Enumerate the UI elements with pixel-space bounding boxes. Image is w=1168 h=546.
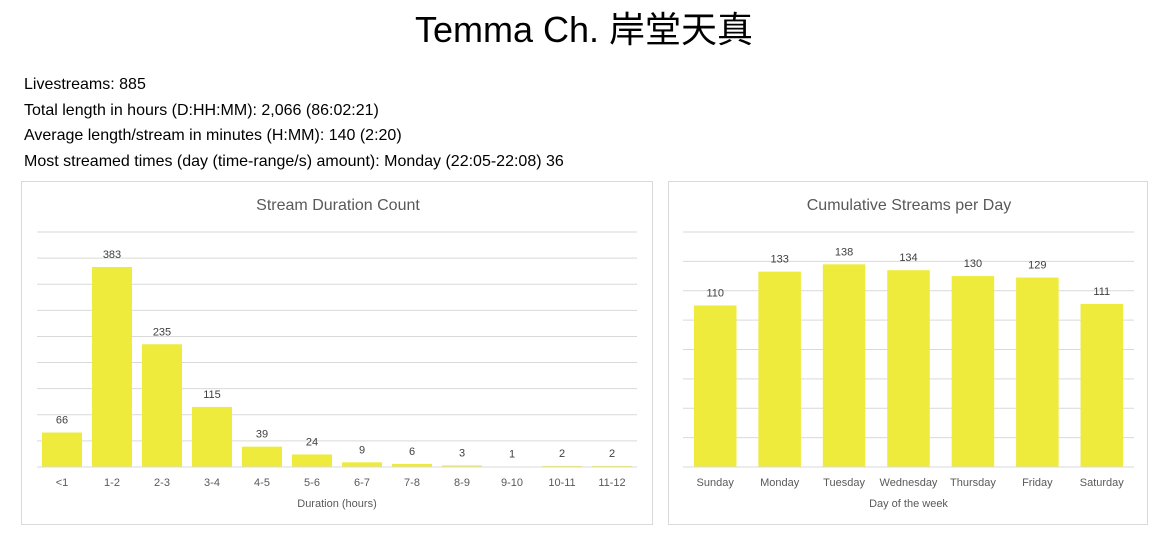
weekday-chart-panel: Cumulative Streams per Day 110 Sunday 133 Mo… [668, 181, 1148, 525]
bar [951, 276, 995, 467]
stats-block: Livestreams: 885 Total length in hours (… [24, 72, 564, 174]
data-label: 133 [770, 254, 788, 266]
x-tick-label: Tuesday [823, 477, 865, 489]
x-tick-label: Friday [1022, 477, 1053, 489]
data-label: 2 [609, 448, 615, 460]
bar [1016, 277, 1059, 467]
data-label: 6 [409, 446, 415, 458]
bar [822, 264, 866, 467]
data-label: 383 [103, 249, 121, 261]
x-tick-label: 1-2 [104, 477, 120, 489]
x-tick-label: 9-10 [501, 477, 523, 489]
x-tick-label: Thursday [950, 477, 996, 489]
x-tick-label: 5-6 [304, 477, 320, 489]
data-label: 24 [306, 436, 318, 448]
bar [392, 463, 432, 467]
data-label: 130 [964, 258, 982, 270]
x-tick-label: 10-11 [548, 477, 575, 489]
data-label: 134 [899, 252, 917, 264]
bar [1080, 303, 1124, 467]
stat-average-length: Average length/stream in minutes (H:MM):… [24, 127, 402, 145]
bar [242, 446, 282, 467]
data-label: 1 [509, 448, 515, 460]
data-label: 111 [1093, 286, 1110, 298]
x-tick-label: <1 [56, 477, 69, 489]
x-tick-label: Wednesday [880, 477, 938, 489]
stat-livestreams: Livestreams: 885 [24, 76, 146, 93]
x-tick-label: 7-8 [404, 477, 420, 489]
x-axis-label: Day of the week [869, 498, 948, 510]
weekday-chart: Cumulative Streams per Day 110 Sunday 133 Mo… [683, 197, 1134, 510]
data-label: 66 [56, 415, 68, 427]
x-tick-label: Monday [760, 477, 800, 489]
stat-most-streamed: Most streamed times (day (time-range/s) … [24, 152, 564, 170]
data-label: 115 [203, 389, 221, 401]
x-tick-label: 3-4 [204, 477, 220, 489]
data-label: 39 [256, 429, 268, 441]
bar [542, 465, 582, 467]
data-label: 9 [359, 444, 365, 456]
page-title: Temma Ch. 岸堂天真 [414, 9, 754, 50]
bar [758, 271, 801, 467]
x-tick-label: Sunday [697, 477, 735, 489]
chart-title: Cumulative Streams per Day [807, 197, 1012, 214]
data-label: 129 [1028, 260, 1046, 272]
x-tick-label: 2-3 [154, 477, 170, 489]
duration-chart: Stream Duration Count 66 <1 383 1-2 235 2-3 115… [37, 197, 637, 510]
bar [342, 462, 382, 467]
x-tick-label: 11-12 [598, 477, 625, 489]
x-tick-label: 6-7 [354, 477, 370, 489]
duration-chart-panel: Stream Duration Count 66 <1 383 1-2 235 2-3 115… [21, 181, 653, 525]
bar [92, 266, 132, 467]
bar [192, 406, 232, 467]
x-tick-label: Saturday [1080, 477, 1125, 489]
bar [42, 432, 82, 467]
bar [887, 270, 930, 467]
bar [592, 465, 632, 467]
bar [292, 454, 332, 467]
bar [442, 465, 482, 467]
x-tick-label: 8-9 [454, 477, 470, 489]
x-axis-label: Duration (hours) [297, 498, 376, 510]
bar [142, 344, 182, 467]
data-label: 138 [835, 246, 853, 258]
bar [693, 305, 737, 467]
data-label: 235 [153, 326, 171, 338]
data-label: 2 [559, 448, 565, 460]
stat-total-length: Total length in hours (D:HH:MM): 2,066 (… [24, 101, 379, 119]
data-label: 3 [459, 447, 465, 459]
x-tick-label: 4-5 [254, 477, 270, 489]
chart-title: Stream Duration Count [256, 197, 420, 214]
data-label: 110 [706, 287, 724, 299]
